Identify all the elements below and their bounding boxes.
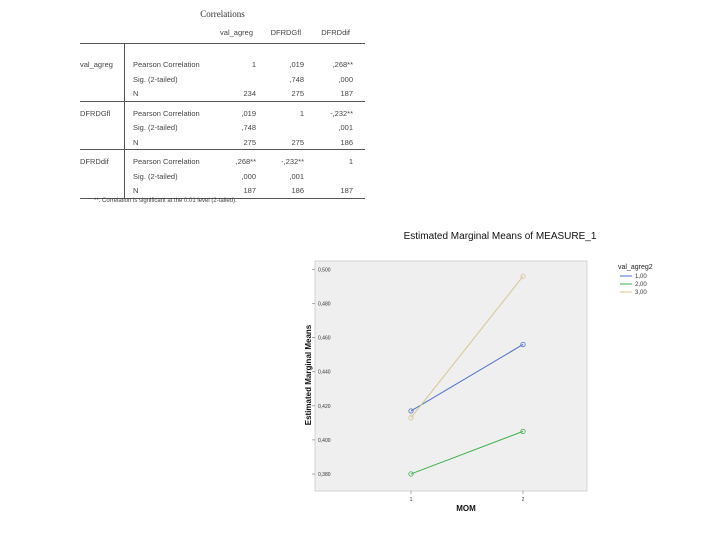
row-label: val_agreg	[80, 60, 113, 69]
series-line	[410, 344, 524, 412]
stat-label: N	[133, 186, 139, 195]
data-point	[520, 273, 526, 279]
table-cell: 186	[291, 186, 304, 195]
column-header: DFRDGfl	[270, 28, 301, 37]
table-divider	[124, 44, 125, 198]
series-line	[410, 430, 524, 475]
stat-label: Sig. (2-tailed)	[133, 74, 178, 84]
table-cell: 187	[340, 186, 353, 195]
table-cell: ,019	[241, 108, 256, 118]
table-cell: ,019	[289, 60, 304, 69]
table-cell: 275	[243, 137, 256, 147]
stat-label: N	[133, 89, 139, 98]
table-cell: ,000	[338, 74, 353, 84]
stat-label: N	[133, 137, 139, 147]
column-header: DFRDdif	[321, 28, 350, 37]
table-cell: ,000	[241, 171, 256, 181]
y-tick-label: 0,440	[318, 370, 331, 376]
table-cell: -,232**	[281, 157, 304, 166]
table-footnote: **. Correlation is significant at the 0.…	[94, 198, 237, 204]
table-title: Correlations	[200, 9, 245, 19]
data-point	[408, 415, 414, 421]
table-cell: 187	[243, 186, 256, 195]
legend-label: 2,00	[635, 282, 647, 288]
table-cell: 187	[340, 89, 353, 98]
table-rule	[80, 197, 365, 199]
x-tick-label: 1	[410, 497, 413, 503]
table-rule	[80, 43, 365, 44]
table-cell: 275	[291, 137, 304, 147]
table-cell: ,001	[338, 123, 353, 132]
correlations-table: Correlations val_agreg DFRDGfl DFRDdif val_…	[80, 0, 370, 215]
column-header: val_agreg	[220, 28, 253, 37]
stat-label: Sig. (2-tailed)	[133, 171, 178, 181]
legend-label: 3,00	[635, 290, 647, 296]
y-axis-label: Estimated Marginal Means	[304, 324, 313, 425]
y-tick-label: 0,420	[318, 404, 331, 410]
data-point	[408, 471, 414, 477]
data-point	[408, 408, 414, 414]
legend-title: val_agreg2	[618, 264, 653, 271]
row-label: DFRDGfl	[80, 108, 111, 118]
data-point	[520, 341, 526, 348]
y-tick-label: 0,480	[318, 302, 331, 308]
table-rule	[80, 100, 365, 102]
table-cell: ,748	[289, 74, 304, 84]
table-cell: ,268**	[235, 157, 256, 166]
table-cell: -,232**	[330, 108, 353, 118]
legend-label: 1,00	[635, 274, 647, 280]
x-tick-label: 2	[522, 497, 525, 503]
x-axis-label: MOM	[456, 504, 476, 513]
table-cell: 234	[243, 89, 256, 98]
table-cell: 1	[251, 60, 256, 69]
y-tick-label: 0,400	[318, 438, 331, 444]
stat-label: Pearson Correlation	[133, 157, 200, 166]
table-cell: ,748	[241, 123, 256, 132]
y-tick-label: 0,380	[318, 472, 331, 478]
series-line	[410, 276, 524, 419]
table-cell: 1	[348, 157, 353, 166]
stat-label: Sig. (2-tailed)	[133, 123, 178, 132]
table-cell: ,268**	[332, 60, 353, 69]
table-rule	[80, 149, 365, 150]
y-tick-label: 0,460	[318, 336, 331, 342]
stat-label: Pearson Correlation	[133, 108, 200, 118]
estimated-marginal-means-chart: Estimated Marginal Means of MEASURE_1 0,3…	[300, 225, 720, 525]
chart-svg: Estimated Marginal Means of MEASURE_1 0,3…	[304, 231, 653, 513]
table-cell: 1	[299, 108, 304, 118]
chart-title: Estimated Marginal Means of MEASURE_1	[404, 231, 597, 242]
row-label: DFRDdif	[80, 157, 109, 166]
y-tick-label: 0,500	[318, 268, 331, 274]
table-cell: 275	[291, 89, 304, 98]
table-cell: 186	[340, 137, 353, 147]
table-cell: ,001	[289, 171, 304, 181]
stat-label: Pearson Correlation	[133, 60, 200, 69]
plot-area	[314, 260, 588, 492]
data-point	[520, 428, 526, 434]
